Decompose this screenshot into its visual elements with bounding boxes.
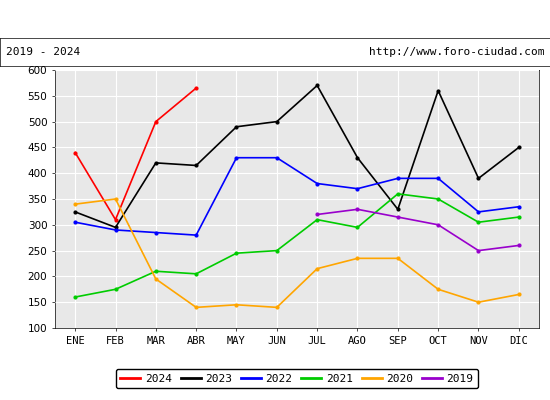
Text: 2019 - 2024: 2019 - 2024 <box>6 47 80 57</box>
Text: Evolucion Nº Turistas Extranjeros en el municipio de Pallejà: Evolucion Nº Turistas Extranjeros en el … <box>13 11 537 27</box>
Legend: 2024, 2023, 2022, 2021, 2020, 2019: 2024, 2023, 2022, 2021, 2020, 2019 <box>116 369 478 388</box>
Text: http://www.foro-ciudad.com: http://www.foro-ciudad.com <box>369 47 544 57</box>
